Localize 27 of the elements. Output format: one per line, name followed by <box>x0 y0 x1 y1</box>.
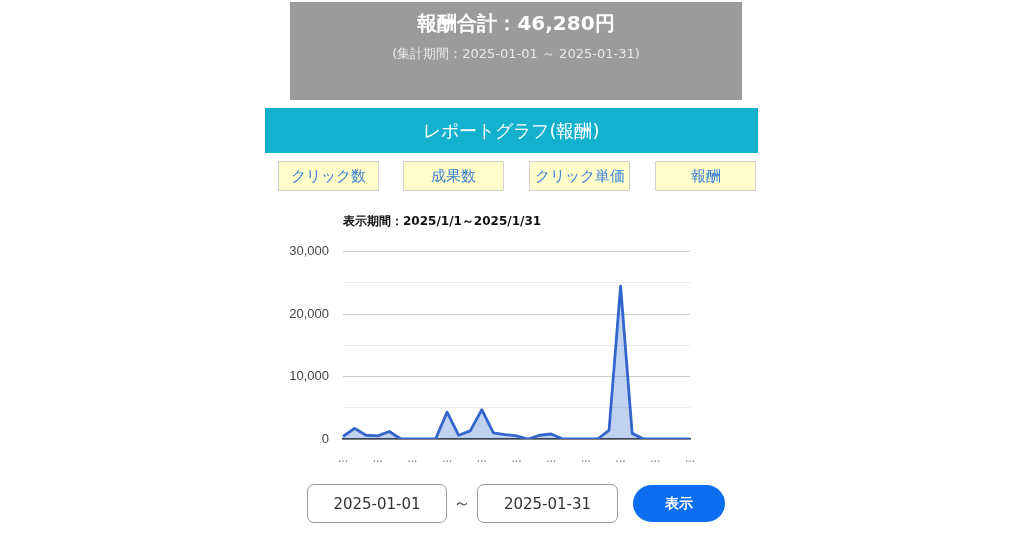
x-tick-label: ... <box>407 450 418 465</box>
chart-title: 報酬合計：46,280円 <box>417 9 615 37</box>
date-field: 2025-01-01 <box>307 484 447 523</box>
text: レポートグラフ(報酬) <box>423 118 600 143</box>
x-tick-label: ... <box>372 450 383 465</box>
tab: クリック数 <box>278 161 379 191</box>
y-tick-label: 10,000 <box>289 368 329 384</box>
tab: 報酬 <box>655 161 756 191</box>
tab: クリック単価 <box>529 161 630 191</box>
y-tick-label: 30,000 <box>289 243 329 259</box>
x-tick-label: ... <box>511 450 522 465</box>
x-tick-label: ... <box>337 450 349 465</box>
chart-subtitle: (集計期間：2025-01-01 ～ 2025-01-31) <box>392 45 640 63</box>
rounded-button: 表示 <box>633 485 725 522</box>
date-field: 2025-01-31 <box>477 484 618 523</box>
text: 表示期間：2025/1/1～2025/1/31 <box>343 214 542 228</box>
x-tick-label: ... <box>650 450 661 465</box>
y-tick-label: 20,000 <box>289 305 329 321</box>
x-tick-label: ... <box>615 450 626 465</box>
x-tick-label: ... <box>684 450 696 465</box>
x-tick-label: ... <box>476 450 487 465</box>
x-tick-label: ... <box>580 450 591 465</box>
tab: 成果数 <box>403 161 504 191</box>
text: ～ <box>453 491 471 515</box>
y-tick-label: 0 <box>321 430 329 446</box>
x-tick-label: ... <box>546 450 557 465</box>
x-tick-label: ... <box>442 450 453 465</box>
